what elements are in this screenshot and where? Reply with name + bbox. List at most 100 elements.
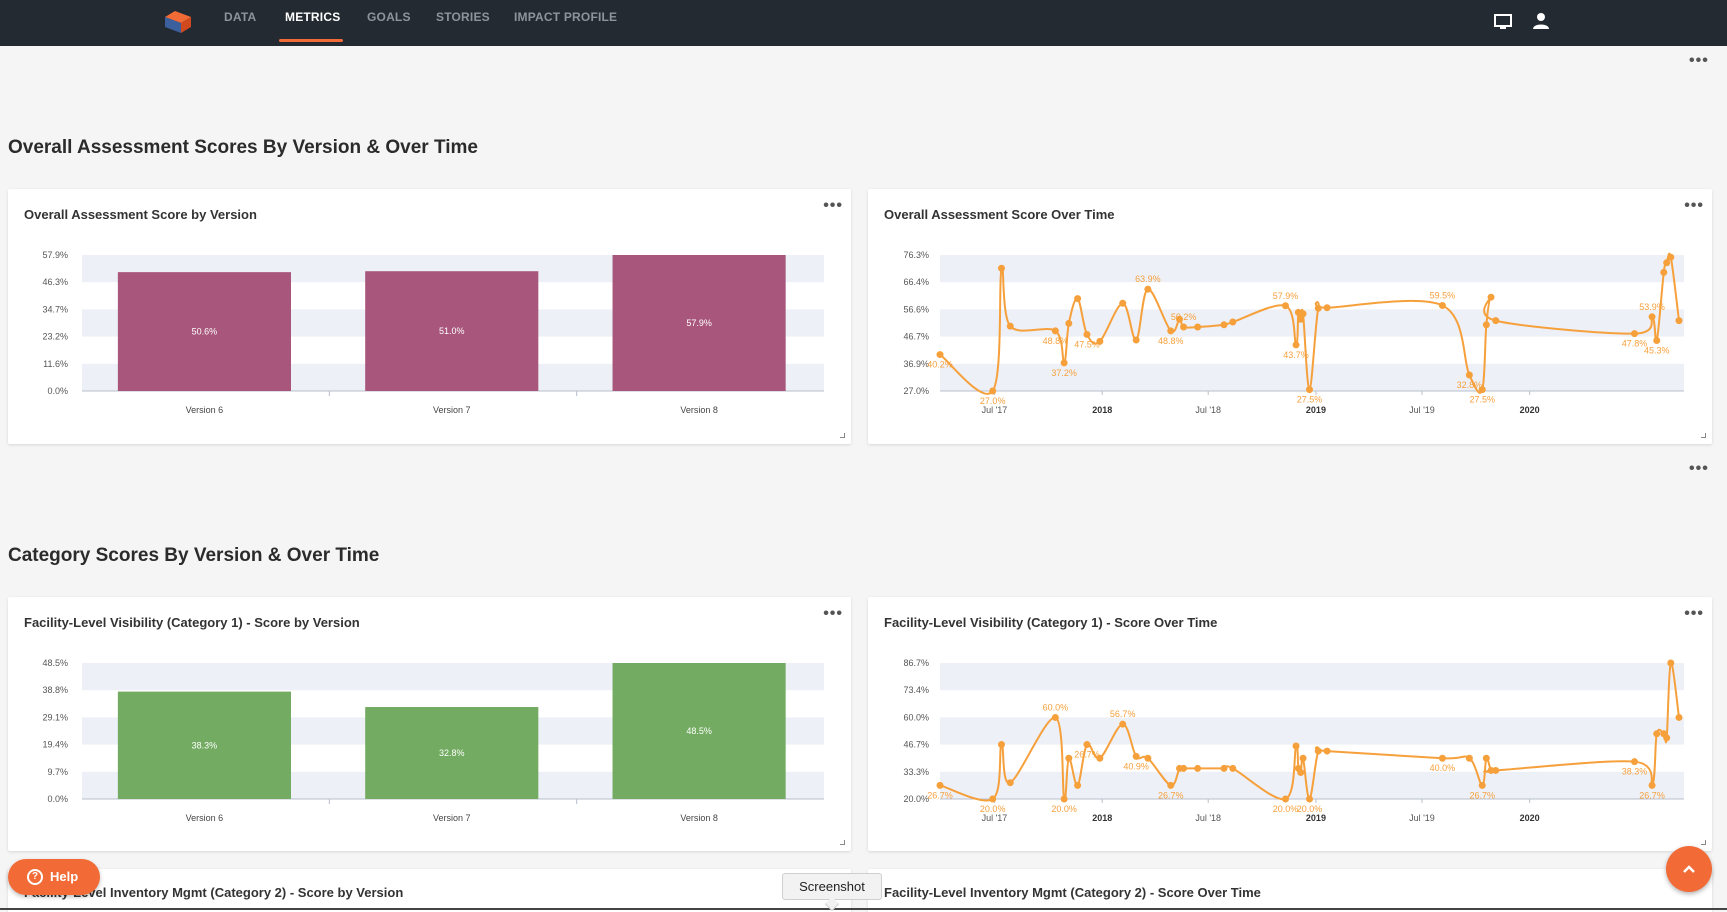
data-label: 45.3%	[1644, 346, 1670, 356]
data-point	[1051, 713, 1059, 721]
x-tick-label: 2020	[1520, 405, 1540, 415]
card-more-menu[interactable]: •••	[1684, 197, 1704, 214]
section-title-category: Category Scores By Version & Over Time	[8, 545, 380, 566]
y-tick-label: 46.7%	[903, 740, 929, 750]
tab-metrics[interactable]: METRICS	[285, 10, 341, 24]
app-logo-icon[interactable]	[163, 9, 193, 33]
x-tick-label: Version 8	[680, 405, 718, 415]
data-point	[1663, 259, 1671, 267]
data-point	[1438, 301, 1446, 309]
y-tick-label: 86.7%	[903, 658, 929, 668]
data-point	[1292, 341, 1300, 349]
user-icon[interactable]	[1531, 11, 1551, 31]
data-point	[1297, 768, 1305, 776]
data-label: 38.3%	[192, 740, 218, 750]
section-more-menu[interactable]: •••	[1689, 460, 1709, 477]
tab-goals[interactable]: GOALS	[367, 10, 411, 24]
x-tick-label: Jul '18	[1195, 405, 1221, 415]
data-point	[989, 387, 997, 395]
data-label: 26.7%	[1074, 750, 1100, 760]
data-point	[1180, 323, 1188, 331]
data-point	[1487, 293, 1495, 301]
x-tick-label: Jul '17	[982, 405, 1008, 415]
grid-band	[940, 717, 1684, 745]
bar	[612, 255, 786, 391]
card-overall-over-time: Overall Assessment Score Over Time ••• 2…	[868, 189, 1712, 444]
page-more-menu[interactable]: •••	[1689, 52, 1709, 69]
y-tick-label: 20.0%	[903, 794, 929, 804]
card-more-menu[interactable]: •••	[823, 197, 843, 214]
card-title: Overall Assessment Score by Version	[24, 207, 257, 222]
y-tick-label: 48.5%	[42, 658, 68, 668]
data-point	[1119, 299, 1127, 307]
y-tick-label: 60.0%	[903, 712, 929, 722]
data-label: 26.7%	[1158, 790, 1184, 800]
data-point	[1660, 268, 1668, 276]
data-point	[1299, 310, 1307, 318]
data-label: 20.0%	[980, 804, 1006, 814]
card-title: Facility-Level Visibility (Category 1) -…	[884, 615, 1218, 630]
data-label: 20.0%	[1273, 804, 1299, 814]
data-label: 40.9%	[1123, 761, 1149, 771]
y-tick-label: 36.9%	[903, 359, 929, 369]
card-more-menu[interactable]: •••	[823, 605, 843, 622]
data-label: 27.0%	[980, 396, 1006, 406]
data-point	[1144, 754, 1152, 762]
resize-handle[interactable]	[1701, 840, 1706, 845]
bar	[365, 707, 539, 799]
data-point	[1299, 754, 1307, 762]
data-point	[1132, 336, 1140, 344]
help-button[interactable]: ? Help	[8, 859, 100, 895]
data-label: 56.7%	[1110, 709, 1136, 719]
card-title: Facility-Level Inventory Mgmt (Category …	[884, 885, 1261, 900]
data-point	[1306, 386, 1313, 394]
horizontal-scrollbar[interactable]	[0, 908, 1727, 910]
data-point	[1074, 295, 1082, 303]
data-label: 32.8%	[439, 748, 465, 758]
y-tick-label: 66.4%	[903, 277, 929, 287]
data-point	[1314, 304, 1322, 312]
data-point	[1096, 337, 1104, 345]
data-point	[1180, 764, 1188, 772]
data-label: 60.0%	[1043, 702, 1069, 712]
data-label: 27.5%	[1297, 395, 1323, 405]
x-tick-label: Version 7	[433, 813, 471, 823]
card-visibility-over-time: Facility-Level Visibility (Category 1) -…	[868, 597, 1712, 851]
data-point	[1667, 253, 1675, 261]
bar-chart: 0.0% 11.6% 23.2% 34.7% 46.3% 57.9% 50.6% Versio…	[42, 250, 824, 415]
tab-data[interactable]: DATA	[224, 10, 257, 24]
x-tick-label: Version 7	[433, 405, 471, 415]
data-label: 37.2%	[1051, 368, 1077, 378]
data-label: 43.7%	[1283, 350, 1309, 360]
data-point	[1096, 754, 1104, 762]
data-label: 53.9%	[1639, 302, 1665, 312]
data-point	[1482, 321, 1490, 329]
data-point	[1220, 764, 1228, 772]
bar-chart: 0.0% 9.7% 19.4% 29.1% 38.8% 48.5% 38.3% Version…	[42, 658, 824, 823]
data-point	[997, 741, 1005, 749]
grid-band	[940, 663, 1684, 691]
data-label: 26.7%	[1639, 790, 1665, 800]
data-label: 47.5%	[1074, 339, 1100, 349]
resize-handle[interactable]	[1701, 433, 1706, 438]
data-label: 57.9%	[1273, 291, 1299, 301]
data-point	[1465, 754, 1473, 762]
tab-impact-profile[interactable]: IMPACT PROFILE	[514, 10, 618, 24]
data-label: 26.7%	[927, 790, 953, 800]
data-label: 63.9%	[1135, 274, 1161, 284]
line-chart: 27.0% 36.9% 46.7% 56.6% 66.4% 76.3% Jul '17 201…	[903, 250, 1684, 415]
card-more-menu[interactable]: •••	[1684, 605, 1704, 622]
data-label: 48.8%	[1158, 336, 1184, 346]
tab-stories[interactable]: STORIES	[436, 10, 490, 24]
data-point	[1306, 795, 1313, 803]
resize-handle[interactable]	[840, 840, 845, 845]
scroll-top-button[interactable]	[1666, 846, 1712, 892]
resize-handle[interactable]	[840, 433, 845, 438]
x-tick-label: Jul '17	[982, 813, 1008, 823]
y-tick-label: 11.6%	[43, 359, 68, 369]
data-label: 51.0%	[439, 326, 465, 336]
help-label: Help	[50, 869, 79, 884]
monitor-icon[interactable]	[1493, 11, 1513, 31]
data-point	[1438, 754, 1446, 762]
data-point	[1194, 323, 1202, 331]
